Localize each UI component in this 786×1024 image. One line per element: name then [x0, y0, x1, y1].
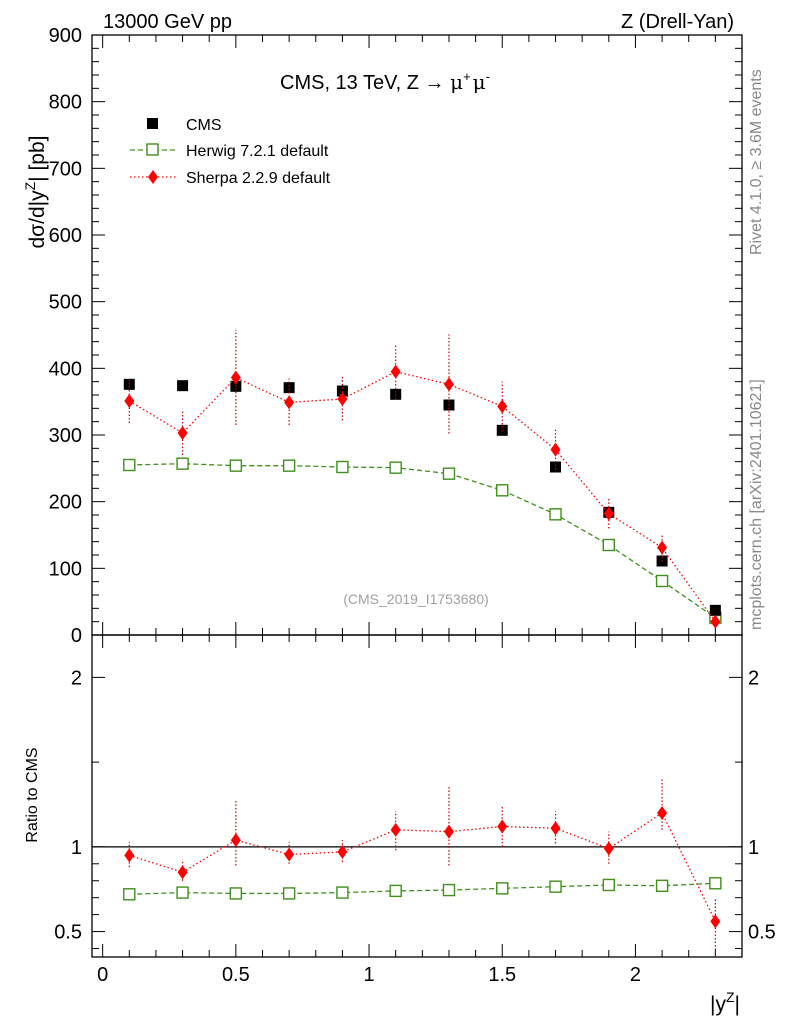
main-sherpa-point	[603, 506, 614, 521]
main-herwig-point	[176, 457, 189, 470]
header-beam-label: 13000 GeV pp	[103, 11, 232, 33]
main-plot-title: CMS, 13 TeV, Z → μ+ μ-	[280, 69, 490, 94]
ratio-y-tick-label-right: 2	[748, 667, 759, 689]
main-herwig-point	[229, 459, 243, 472]
ratio-herwig-point	[442, 883, 456, 897]
main-sherpa-point	[390, 364, 401, 379]
legend-cms-marker	[147, 118, 158, 129]
main-cms-point	[550, 461, 562, 473]
x-tick-label: 2	[630, 964, 641, 986]
ratio-herwig-point	[602, 878, 616, 892]
main-herwig-point	[655, 574, 669, 588]
main-sherpa-point	[230, 370, 241, 385]
main-herwig-point	[389, 461, 402, 474]
main-sherpa-point	[497, 399, 508, 414]
main-y-tick-label: 300	[49, 425, 82, 447]
ratio-y-tick-label-right: 0.5	[748, 922, 776, 944]
main-sherpa-point	[177, 426, 188, 440]
ratio-herwig-point	[655, 879, 669, 893]
main-cms-point	[709, 604, 721, 616]
legend: CMS Herwig 7.2.1 default Sherpa 2.2.9 de…	[130, 117, 331, 187]
main-y-tick-label: 200	[49, 492, 82, 514]
ratio-herwig-point	[496, 882, 509, 895]
ratio-sherpa-point	[390, 822, 401, 837]
header-process-label: Z (Drell-Yan)	[621, 11, 734, 33]
main-herwig-point	[123, 458, 136, 472]
ratio-y-tick-label: 0.5	[54, 922, 82, 944]
ratio-sherpa-point	[603, 841, 614, 856]
ratio-herwig-point	[709, 877, 722, 890]
main-herwig-point	[442, 467, 456, 480]
ratio-herwig-point	[389, 884, 402, 898]
main-y-tick-label: 600	[49, 225, 82, 247]
main-sherpa-line	[128, 370, 716, 623]
legend-sherpa-marker	[148, 170, 158, 184]
main-cms-point	[390, 388, 402, 400]
main-y-tick-label: 0	[71, 625, 82, 647]
main-sherpa-point	[710, 614, 721, 629]
ratio-herwig-point	[549, 880, 562, 893]
analysis-id-label: (CMS_2019_I1753680)	[343, 591, 489, 607]
ratio-herwig-point	[336, 886, 349, 899]
main-cms-point	[177, 380, 189, 392]
ratio-plot-frame	[91, 634, 743, 958]
main-y-tick-label: 800	[49, 92, 82, 114]
ratio-sherpa-point	[337, 844, 348, 859]
main-sherpa-point	[550, 442, 561, 457]
ratio-sherpa-point	[230, 833, 241, 848]
main-y-tick-label: 500	[49, 292, 82, 314]
ratio-sherpa-point	[443, 824, 454, 839]
main-y-tick-label: 900	[49, 25, 82, 47]
main-y-axis-label: dσ/d|yZ| [pb]	[22, 136, 49, 249]
ratio-sherpa-point	[177, 865, 188, 880]
ratio-herwig-line	[129, 882, 716, 895]
main-sherpa-point	[657, 540, 668, 555]
ratio-herwig-point	[176, 886, 189, 899]
x-tick-label: 0	[97, 964, 108, 986]
ratio-y-tick-label-right: 1	[748, 837, 759, 859]
main-sherpa-point	[443, 377, 454, 392]
ratio-sherpa-point	[497, 819, 508, 834]
x-axis-label: |yZ|	[710, 989, 740, 1016]
main-herwig-point	[282, 459, 296, 472]
ratio-sherpa-point	[710, 914, 721, 929]
main-cms-point	[283, 382, 295, 394]
legend-herwig-marker	[146, 143, 159, 156]
ratio-sherpa-point	[124, 848, 135, 863]
ratio-y-tick-label: 1	[71, 837, 82, 859]
ratio-y-tick-label: 2	[71, 667, 82, 689]
ratio-sherpa-point	[284, 847, 295, 862]
legend-sherpa-label: Sherpa 2.2.9 default	[186, 170, 331, 187]
ratio-herwig-point	[282, 887, 296, 900]
x-tick-label: 1	[363, 964, 374, 986]
ratio-y-axis-label: Ratio to CMS	[24, 747, 41, 842]
rivet-version-label: Rivet 4.1.0, ≥ 3.6M events	[748, 69, 765, 255]
main-y-tick-label: 400	[49, 358, 82, 380]
legend-cms-label: CMS	[186, 117, 222, 134]
x-tick-label: 1.5	[488, 964, 516, 986]
main-sherpa-point	[124, 394, 135, 408]
main-herwig-point	[496, 484, 509, 497]
mcplots-label: mcplots.cern.ch [arXiv:2401.10621]	[748, 379, 765, 630]
main-sherpa-point	[337, 392, 348, 406]
ratio-sherpa-line	[129, 811, 716, 922]
ratio-herwig-point	[123, 888, 136, 901]
main-herwig-point	[336, 460, 349, 474]
legend-herwig-label: Herwig 7.2.1 default	[186, 143, 329, 160]
ratio-sherpa-point	[657, 805, 668, 820]
main-y-tick-label: 100	[49, 558, 82, 580]
main-y-tick-label: 700	[49, 158, 82, 180]
main-herwig-point	[602, 538, 616, 552]
main-herwig-point	[549, 508, 562, 521]
x-tick-label: 0.5	[222, 964, 250, 986]
ratio-sherpa-point	[550, 821, 561, 836]
ratio-herwig-point	[229, 887, 243, 900]
main-herwig-line	[129, 463, 716, 619]
main-sherpa-point	[284, 395, 295, 410]
